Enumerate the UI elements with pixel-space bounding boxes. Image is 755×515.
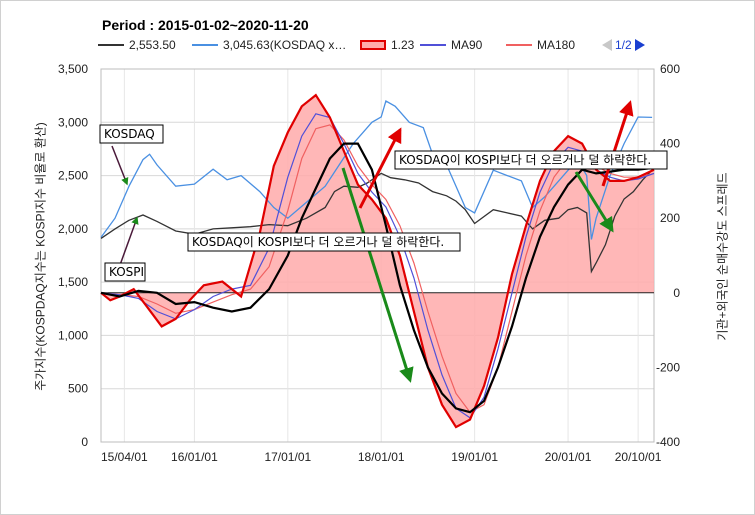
arrow-down-2017-2018 — [341, 167, 414, 383]
legend-swatch-kosdaq — [192, 44, 218, 46]
legend-prev-icon[interactable] — [602, 39, 612, 51]
arrow-up-2020 — [601, 100, 634, 187]
kospi-pointer-arrow — [119, 216, 139, 266]
annotation-kosdaq: KOSDAQ — [104, 127, 155, 141]
legend-label-kospi: 2,553.50 — [129, 38, 176, 52]
annotation-callout-1-box — [187, 232, 461, 252]
legend-item-ma180[interactable]: MA180 — [506, 38, 575, 52]
arrow-up-2017 — [358, 127, 402, 209]
legend-label-ma180: MA180 — [537, 38, 576, 52]
legend-item-kospi[interactable]: 2,553.50 — [98, 38, 176, 52]
x-tick-label: 19/01/01 — [451, 450, 498, 464]
annotation-kospi-box — [104, 262, 146, 282]
x-tick-label: 18/01/01 — [358, 450, 405, 464]
legend-swatch-ma90 — [420, 44, 446, 46]
y2-tick-label: 600 — [660, 62, 680, 76]
y2-tick-label: 400 — [660, 137, 680, 151]
y2-tick-label: -400 — [656, 435, 680, 449]
annotation-callout-1: KOSDAQ이 KOSPI보다 더 오르거나 덜 하락한다. — [192, 235, 444, 249]
x-tick-label: 20/10/01 — [615, 450, 662, 464]
legend-swatch-ma180 — [506, 44, 532, 46]
y-tick-label: 1,500 — [58, 275, 88, 289]
series-spread-line — [100, 93, 655, 429]
y-tick-label: 3,000 — [58, 115, 88, 129]
legend-label-spread: 1.23 — [391, 38, 415, 52]
x-tick-label: 17/01/01 — [264, 450, 311, 464]
y-tick-label: 1,000 — [58, 328, 88, 342]
annotation-kosdaq-box — [99, 124, 164, 144]
legend-next-icon[interactable] — [634, 39, 645, 51]
legend-item-spread[interactable]: 1.23 — [360, 38, 414, 52]
legend-page-label: 1/2 — [615, 38, 632, 52]
kosdaq-pointer-arrow — [111, 145, 129, 186]
y-tick-label: 500 — [68, 382, 88, 396]
annotation-kospi: KOSPI — [109, 265, 144, 279]
legend-pager: 1/2 — [602, 38, 645, 52]
y-tick-label: 2,000 — [58, 222, 88, 236]
annotation-callout-2-box — [394, 150, 668, 170]
legend-swatch-kospi — [98, 44, 124, 46]
y2-tick-label: -200 — [656, 360, 680, 374]
annotation-callout-2: KOSDAQ이 KOSPI보다 더 오르거나 덜 하락한다. — [399, 153, 651, 167]
series-kospi-line — [100, 169, 653, 274]
y-tick-label: 0 — [81, 435, 88, 449]
chart-title: Period : 2015-01-02~2020-11-20 — [102, 17, 309, 33]
x-tick-label: 15/04/01 — [101, 450, 148, 464]
x-tick-label: 20/01/01 — [545, 450, 592, 464]
legend-item-ma90[interactable]: MA90 — [420, 38, 482, 52]
y2-tick-label: 0 — [673, 286, 680, 300]
y-tick-label: 3,500 — [58, 62, 88, 76]
legend: 2,553.50 3,045.63(KOSDAQ x… 1.23 MA90 MA… — [98, 38, 658, 58]
series-layer — [100, 93, 655, 429]
legend-swatch-spread — [360, 40, 386, 50]
annotations: KOSDAQ KOSPI KOSDAQ이 KOSPI보다 더 오르거나 덜 하락한다… — [99, 100, 668, 383]
legend-label-kosdaq: 3,045.63(KOSDAQ x… — [223, 38, 347, 52]
legend-item-kosdaq[interactable]: 3,045.63(KOSDAQ x… — [192, 38, 346, 52]
spread-area — [101, 95, 654, 428]
x-tick-label: 16/01/01 — [171, 450, 218, 464]
y2-tick-label: 200 — [660, 211, 680, 225]
legend-label-ma90: MA90 — [451, 38, 483, 52]
arrow-down-2020 — [574, 171, 614, 233]
ticks: 0 500 1,000 1,500 2,000 2,500 3,000 3,500 -400 -2… — [58, 62, 680, 464]
series-black-line — [100, 142, 655, 414]
y-tick-label: 2,500 — [58, 169, 88, 183]
